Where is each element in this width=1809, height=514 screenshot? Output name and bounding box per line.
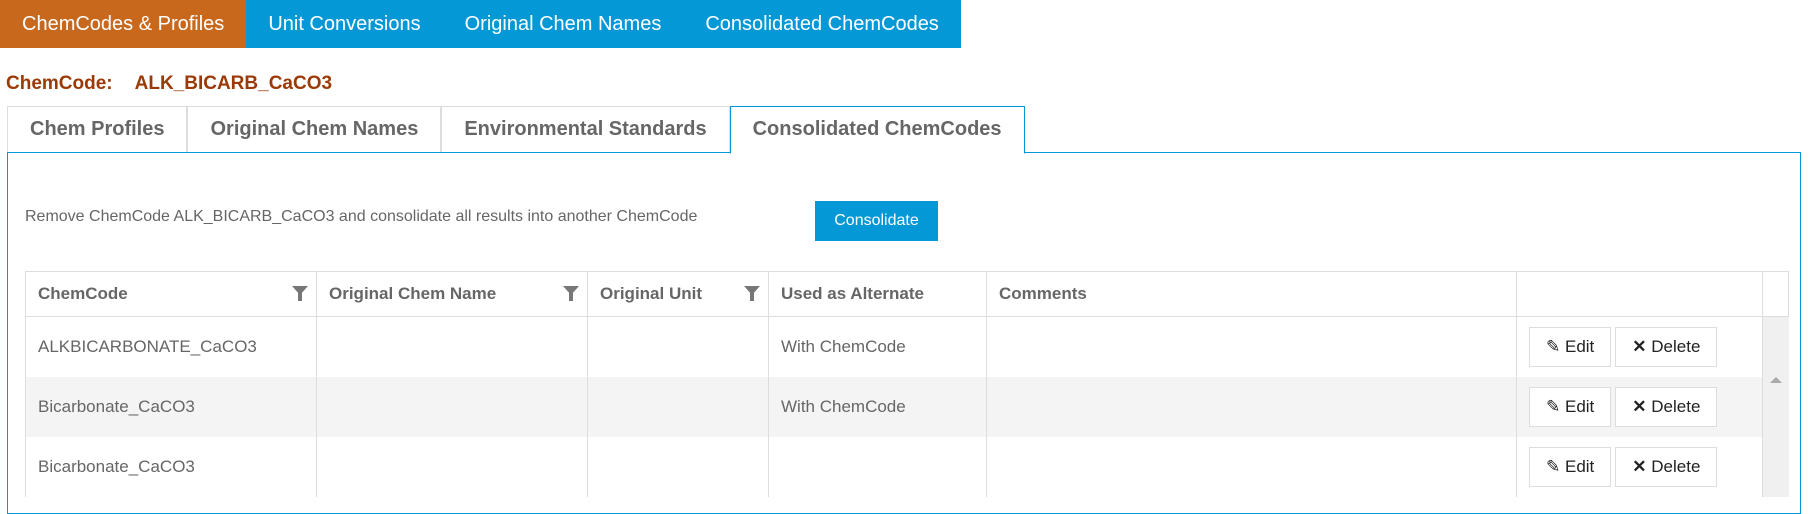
cell-original-unit <box>587 437 769 497</box>
scroll-up-icon[interactable] <box>1769 377 1782 383</box>
cell-original-chem-name <box>316 377 588 437</box>
pencil-icon: ✎ <box>1546 397 1561 416</box>
cell-used-as-alternate: With ChemCode <box>768 377 987 437</box>
tab-original-chem-names[interactable]: Original Chem Names <box>187 106 442 152</box>
filter-icon[interactable] <box>744 286 760 301</box>
pencil-icon: ✎ <box>1546 457 1561 476</box>
table-row: Bicarbonate_CaCO3 With ChemCode ✎ Edit ✕ … <box>25 377 1789 437</box>
cell-comments <box>986 437 1517 497</box>
edit-label: Edit <box>1564 337 1595 356</box>
vertical-scrollbar[interactable] <box>1762 316 1789 497</box>
cell-comments <box>986 316 1517 377</box>
delete-label: Delete <box>1651 337 1701 356</box>
tab-environmental-standards[interactable]: Environmental Standards <box>441 106 730 152</box>
header-label: ChemCode <box>38 284 128 303</box>
consolidate-button[interactable]: Consolidate <box>815 201 938 241</box>
chemcode-value: ALK_BICARB_CaCO3 <box>134 73 333 94</box>
cell-used-as-alternate: With ChemCode <box>768 316 987 377</box>
tab-chem-profiles[interactable]: Chem Profiles <box>7 106 188 152</box>
col-actions <box>1516 271 1763 317</box>
cell-original-unit <box>587 377 769 437</box>
header-label: Original Chem Name <box>329 284 497 303</box>
col-comments[interactable]: Comments <box>986 271 1517 317</box>
x-icon: ✕ <box>1632 337 1647 356</box>
delete-label: Delete <box>1651 397 1701 416</box>
delete-button[interactable]: ✕ Delete <box>1615 447 1718 487</box>
delete-button[interactable]: ✕ Delete <box>1615 327 1718 367</box>
nav-original-chem-names[interactable]: Original Chem Names <box>464 13 662 35</box>
col-original-unit[interactable]: Original Unit <box>587 271 769 317</box>
consolidated-table: ChemCode Original Chem Name Original Uni… <box>25 271 1789 497</box>
filter-icon[interactable] <box>563 286 579 301</box>
delete-label: Delete <box>1651 457 1701 476</box>
pencil-icon: ✎ <box>1546 337 1561 356</box>
cell-chemcode: Bicarbonate_CaCO3 <box>25 437 317 497</box>
chemcode-label: ChemCode: <box>6 73 113 94</box>
cell-original-unit <box>587 316 769 377</box>
consolidate-description: Remove ChemCode ALK_BICARB_CaCO3 and con… <box>25 208 698 225</box>
cell-actions: ✎ Edit ✕ Delete <box>1516 377 1763 437</box>
x-icon: ✕ <box>1632 457 1647 476</box>
edit-button[interactable]: ✎ Edit <box>1529 387 1612 427</box>
nav-unit-conversions[interactable]: Unit Conversions <box>268 13 421 35</box>
delete-button[interactable]: ✕ Delete <box>1615 387 1718 427</box>
nav-chemcodes-profiles[interactable]: ChemCodes & Profiles <box>0 0 247 48</box>
table-row: Bicarbonate_CaCO3 ✎ Edit ✕ Delete <box>25 437 1789 497</box>
cell-original-chem-name <box>316 437 588 497</box>
cell-original-chem-name <box>316 316 588 377</box>
tab-bar: Chem Profiles Original Chem Names Enviro… <box>7 106 1025 154</box>
cell-used-as-alternate <box>768 437 987 497</box>
cell-chemcode: ALKBICARBONATE_CaCO3 <box>25 316 317 377</box>
col-used-as-alternate[interactable]: Used as Alternate <box>768 271 987 317</box>
col-scroll-spacer <box>1762 271 1789 317</box>
edit-button[interactable]: ✎ Edit <box>1529 327 1612 367</box>
col-chemcode[interactable]: ChemCode <box>25 271 317 317</box>
nav-consolidated-chemcodes[interactable]: Consolidated ChemCodes <box>705 13 939 35</box>
cell-chemcode: Bicarbonate_CaCO3 <box>25 377 317 437</box>
chemcode-heading: ChemCode: ALK_BICARB_CaCO3 <box>6 73 332 95</box>
tab-consolidated-chemcodes[interactable]: Consolidated ChemCodes <box>729 106 1025 154</box>
table-row: ALKBICARBONATE_CaCO3 With ChemCode ✎ Edi… <box>25 316 1789 497</box>
top-nav: ChemCodes & Profiles Unit Conversions Or… <box>0 0 961 48</box>
cell-actions: ✎ Edit ✕ Delete <box>1516 437 1763 497</box>
header-label: Original Unit <box>600 284 702 303</box>
filter-icon[interactable] <box>292 286 308 301</box>
edit-label: Edit <box>1564 457 1595 476</box>
edit-label: Edit <box>1564 397 1595 416</box>
cell-comments <box>986 377 1517 437</box>
edit-button[interactable]: ✎ Edit <box>1529 447 1612 487</box>
col-original-chem-name[interactable]: Original Chem Name <box>316 271 588 317</box>
cell-actions: ✎ Edit ✕ Delete <box>1516 316 1763 377</box>
x-icon: ✕ <box>1632 397 1647 416</box>
